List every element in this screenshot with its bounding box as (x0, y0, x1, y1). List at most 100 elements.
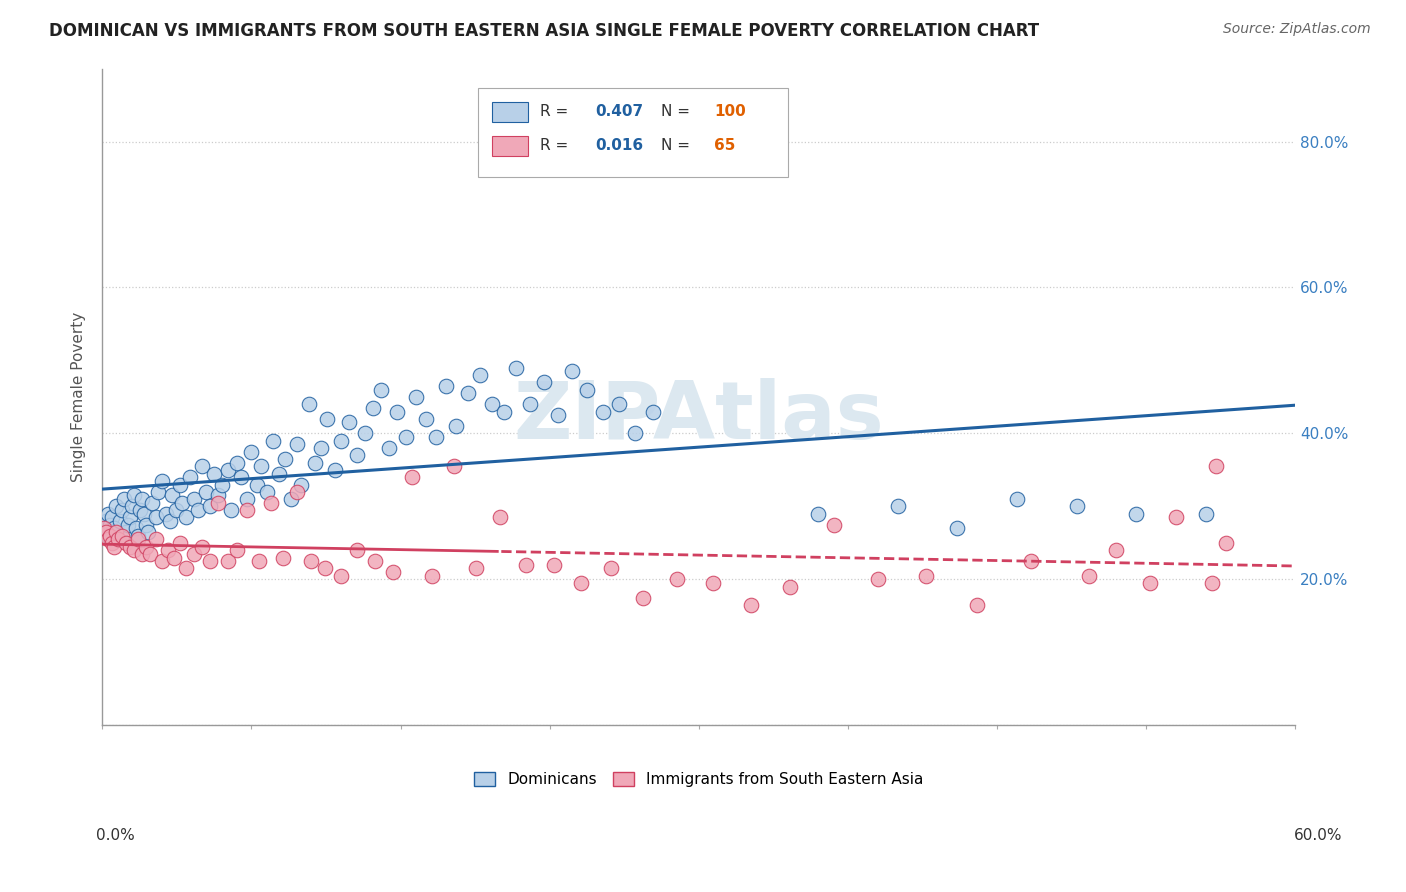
Point (285, 437, 308, 451)
Point (290, 477, 312, 491)
Point (155, 507, 177, 521)
Point (269, 467, 291, 481)
Point (122, 543, 145, 558)
Point (465, 561, 488, 575)
Point (643, 404, 665, 418)
Text: 100: 100 (714, 103, 747, 119)
Point (631, 591, 654, 605)
Point (145, 533, 167, 547)
Point (108, 514, 131, 528)
Point (1195, 507, 1218, 521)
Point (103, 540, 125, 554)
Point (1005, 492, 1028, 507)
Point (93, 521, 115, 535)
Point (207, 488, 229, 502)
Point (226, 543, 249, 558)
Point (150, 474, 173, 488)
Point (169, 536, 191, 550)
Point (443, 459, 465, 474)
Point (823, 517, 845, 532)
Point (135, 517, 157, 532)
Point (489, 510, 512, 524)
Point (966, 598, 988, 612)
Point (1205, 459, 1227, 474)
Point (112, 492, 135, 507)
Point (156, 543, 179, 558)
Point (105, 500, 128, 514)
Point (194, 484, 217, 499)
Point (101, 536, 124, 550)
Bar (492, 102, 529, 121)
Point (115, 524, 138, 539)
Point (481, 397, 503, 411)
Point (1139, 576, 1161, 591)
Point (624, 426, 647, 441)
Point (314, 561, 336, 575)
Point (385, 404, 408, 418)
Point (1077, 568, 1099, 582)
Point (262, 434, 284, 448)
Point (381, 565, 404, 579)
Point (169, 477, 191, 491)
Point (914, 568, 936, 582)
Point (505, 360, 527, 375)
Point (96, 524, 118, 539)
Point (607, 397, 630, 411)
Point (309, 441, 332, 455)
Point (139, 547, 162, 561)
Point (280, 492, 302, 507)
Text: R =: R = (540, 138, 574, 153)
Point (98, 517, 121, 532)
Point (226, 456, 249, 470)
Point (150, 554, 173, 568)
Point (132, 507, 155, 521)
Point (298, 397, 321, 411)
Legend: Dominicans, Immigrants from South Eastern Asia: Dominicans, Immigrants from South Easter… (468, 765, 929, 793)
Point (561, 364, 583, 378)
Point (221, 503, 243, 517)
Point (127, 528, 149, 542)
Point (361, 401, 384, 415)
Point (129, 503, 152, 517)
Point (740, 598, 762, 612)
Point (198, 554, 221, 568)
Point (131, 547, 153, 561)
Point (98, 528, 121, 542)
Point (127, 533, 149, 547)
Point (111, 503, 134, 517)
Point (135, 540, 157, 554)
Point (170, 496, 193, 510)
Point (886, 500, 908, 514)
Point (425, 430, 447, 444)
Point (316, 412, 339, 426)
Y-axis label: Single Female Poverty: Single Female Poverty (72, 312, 86, 482)
Point (240, 444, 263, 458)
Point (117, 517, 139, 532)
Point (515, 558, 537, 572)
Point (246, 477, 269, 491)
Point (457, 386, 479, 401)
Point (702, 576, 724, 591)
Point (198, 500, 221, 514)
Point (519, 397, 541, 411)
Point (274, 452, 297, 467)
Point (101, 524, 124, 539)
Point (444, 419, 467, 434)
Point (346, 543, 368, 558)
Point (304, 456, 326, 470)
Point (103, 521, 125, 535)
Point (141, 496, 163, 510)
Point (1215, 536, 1237, 550)
Point (665, 573, 688, 587)
Point (146, 484, 169, 499)
Text: DOMINICAN VS IMMIGRANTS FROM SOUTH EASTERN ASIA SINGLE FEMALE POVERTY CORRELATIO: DOMINICAN VS IMMIGRANTS FROM SOUTH EASTE… (49, 22, 1039, 40)
Point (256, 484, 278, 499)
Point (420, 568, 443, 582)
Point (260, 496, 283, 510)
Point (187, 503, 209, 517)
Point (1066, 500, 1088, 514)
Point (337, 416, 360, 430)
Point (1166, 510, 1188, 524)
Bar (492, 136, 529, 156)
Point (353, 426, 375, 441)
